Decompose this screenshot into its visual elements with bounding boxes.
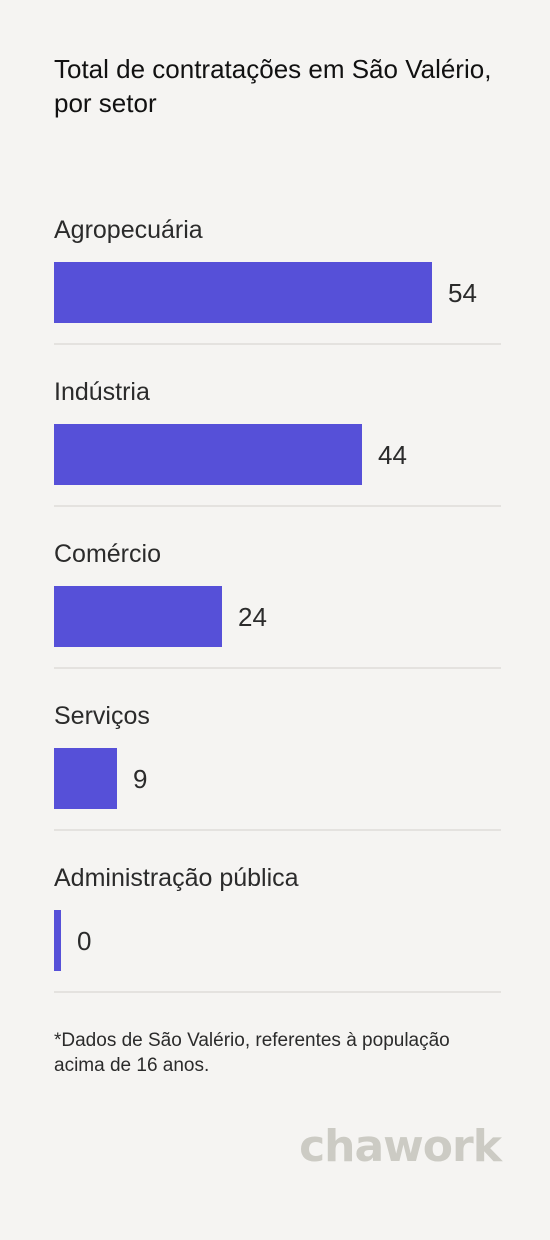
row-divider (54, 829, 501, 831)
category-label: Administração pública (54, 864, 299, 892)
category-label: Serviços (54, 702, 150, 730)
row-divider (54, 505, 501, 507)
bar (54, 586, 222, 647)
value-label: 44 (378, 440, 407, 470)
category-label: Indústria (54, 378, 150, 406)
value-label: 54 (448, 278, 477, 308)
bar-row: Comércio 24 (54, 534, 501, 696)
chart-title: Total de contratações em São Valério, po… (54, 54, 492, 118)
row-divider (54, 991, 501, 993)
bar-row: Agropecuária 54 (54, 210, 501, 372)
bar (54, 910, 61, 971)
category-label: Agropecuária (54, 216, 203, 244)
row-divider (54, 343, 501, 345)
value-label: 9 (133, 764, 148, 794)
value-label: 24 (238, 602, 267, 632)
bar-chart: Agropecuária 54 Indústria 44 Comércio 24 Servi… (54, 210, 501, 1020)
category-label: Comércio (54, 540, 161, 568)
bar (54, 424, 362, 485)
bar-row: Indústria 44 (54, 372, 501, 534)
bar-row: Administração pública 0 (54, 858, 501, 1020)
bar (54, 748, 117, 809)
bar (54, 262, 432, 323)
value-label: 0 (77, 926, 92, 956)
bar-row: Serviços 9 (54, 696, 501, 858)
row-divider (54, 667, 501, 669)
footnote: *Dados de São Valério, referentes à popu… (54, 1030, 450, 1076)
brand-logo: chawork (299, 1121, 502, 1172)
